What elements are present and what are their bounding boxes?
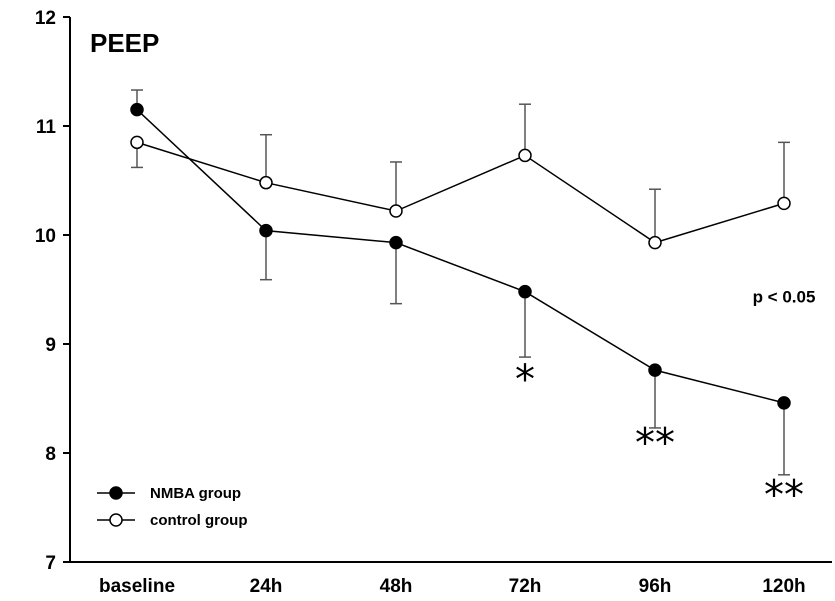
data-point-control: [259, 175, 273, 190]
x-tick-label: 120h: [762, 576, 805, 597]
data-point-nmba: [518, 284, 532, 299]
legend: NMBA group control group: [97, 485, 248, 529]
x-tick-label: 48h: [380, 576, 413, 597]
data-point-nmba: [389, 235, 403, 250]
error-bars: [131, 89, 790, 476]
chart-title: PEEP: [90, 28, 159, 58]
data-point-nmba: [130, 102, 144, 117]
legend-label: NMBA group: [150, 485, 241, 502]
annotations: *****p < 0.05: [515, 288, 815, 519]
data-points: [130, 102, 791, 410]
y-axis-ticks: 7 8 9 10 11 12: [35, 8, 70, 574]
axes: [69, 17, 832, 563]
x-tick-label: 96h: [639, 576, 672, 597]
data-point-nmba: [259, 223, 273, 238]
p-value-label: p < 0.05: [753, 288, 816, 307]
y-tick-label: 12: [35, 8, 56, 29]
y-tick-label: 10: [35, 226, 56, 247]
y-tick-label: 7: [45, 553, 56, 574]
data-point-control: [648, 235, 662, 250]
data-point-nmba: [777, 396, 791, 410]
x-tick-label: 72h: [509, 576, 542, 597]
data-point-control: [130, 135, 144, 150]
x-tick-label: baseline: [99, 576, 175, 597]
significance-star: **: [764, 473, 804, 519]
legend-label: control group: [150, 512, 248, 529]
x-axis-ticks: baseline 24h 48h 72h 96h 120h: [99, 576, 806, 597]
series-line-control: [136, 141, 785, 244]
data-point-control: [389, 204, 403, 218]
y-tick-label: 8: [45, 444, 56, 465]
data-point-control: [777, 196, 791, 211]
series-lines: [136, 109, 785, 404]
y-tick-label: 11: [36, 117, 57, 138]
significance-star: *: [515, 357, 535, 403]
x-tick-label: 24h: [250, 576, 283, 597]
data-point-control: [518, 148, 532, 163]
significance-star: **: [635, 420, 675, 466]
legend-marker-filled: [109, 486, 123, 500]
y-tick-label: 9: [45, 335, 56, 356]
data-point-nmba: [648, 363, 662, 377]
series-line-nmba: [136, 109, 785, 404]
legend-marker-open: [109, 513, 123, 527]
